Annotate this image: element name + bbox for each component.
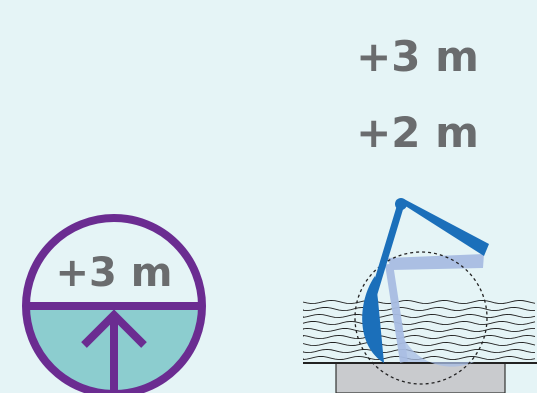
wave-line	[303, 320, 536, 326]
water-waves	[303, 299, 536, 361]
arm-dark	[362, 198, 489, 363]
water-level-badge: +3 m	[22, 214, 206, 393]
sweep-circle	[354, 251, 488, 385]
depth-label-first: +3 m	[356, 32, 479, 81]
wave-line	[303, 334, 536, 340]
wave-line	[303, 306, 536, 312]
badge-label: +3 m	[56, 250, 173, 296]
wave-line	[303, 327, 536, 333]
wave-line	[303, 341, 536, 347]
wave-line	[303, 299, 536, 305]
wave-line	[303, 313, 536, 319]
base-block	[335, 362, 506, 393]
wave-line	[303, 348, 536, 354]
arrow-up-icon	[81, 309, 147, 393]
depth-label-second: +2 m	[356, 108, 479, 157]
arm-ghost	[385, 254, 484, 367]
